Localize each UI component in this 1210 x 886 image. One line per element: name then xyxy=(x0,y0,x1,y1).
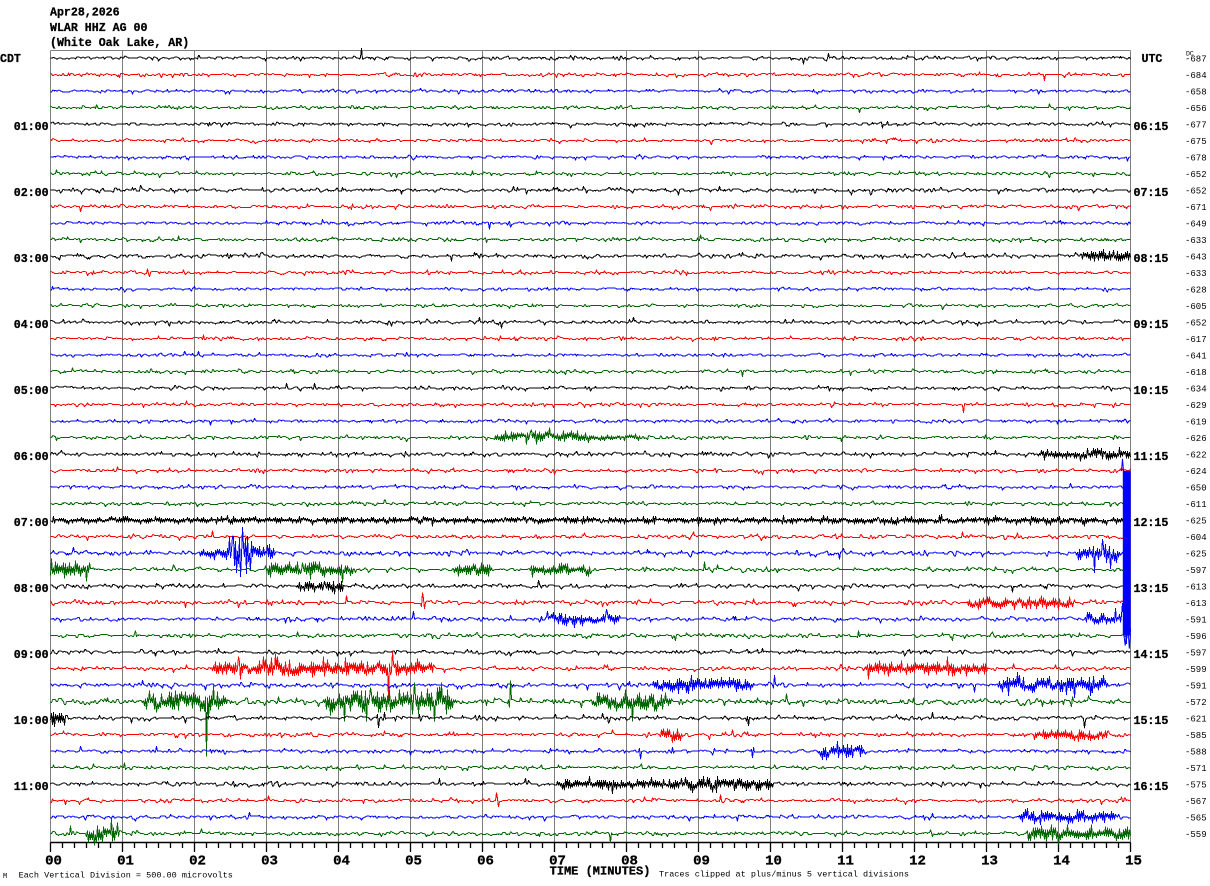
svg-text:-671: -671 xyxy=(1185,203,1207,213)
svg-text:-596: -596 xyxy=(1185,632,1207,642)
svg-text:-617: -617 xyxy=(1185,335,1207,345)
svg-text:05: 05 xyxy=(405,854,422,870)
svg-text:-687: -687 xyxy=(1185,55,1207,65)
svg-text:Each Vertical Division = 500.: Each Vertical Division = 500.00 microvol… xyxy=(19,871,233,881)
svg-text:01:00: 01:00 xyxy=(14,121,49,134)
svg-text:-625: -625 xyxy=(1185,550,1207,560)
svg-text:10:15: 10:15 xyxy=(1134,385,1169,398)
svg-text:-626: -626 xyxy=(1185,434,1207,444)
svg-text:-588: -588 xyxy=(1185,748,1207,758)
svg-text:11:00: 11:00 xyxy=(14,781,49,794)
svg-text:-565: -565 xyxy=(1185,814,1207,824)
svg-text:02: 02 xyxy=(189,854,206,870)
svg-text:WLAR HHZ AG 00: WLAR HHZ AG 00 xyxy=(50,22,147,35)
svg-text:10: 10 xyxy=(765,854,782,870)
svg-text:-684: -684 xyxy=(1185,71,1207,81)
svg-text:-597: -597 xyxy=(1185,566,1207,576)
svg-text:04: 04 xyxy=(333,854,350,870)
svg-text:13: 13 xyxy=(981,854,998,870)
svg-text:15:15: 15:15 xyxy=(1134,715,1169,728)
svg-text:-677: -677 xyxy=(1185,121,1207,131)
svg-text:14:15: 14:15 xyxy=(1134,649,1169,662)
svg-text:04:00: 04:00 xyxy=(14,319,49,332)
svg-text:-572: -572 xyxy=(1185,698,1207,708)
svg-text:14: 14 xyxy=(1053,854,1070,870)
svg-text:-629: -629 xyxy=(1185,401,1207,411)
svg-text:12: 12 xyxy=(909,854,926,870)
svg-text:05:00: 05:00 xyxy=(14,385,49,398)
svg-text:-622: -622 xyxy=(1185,451,1207,461)
svg-text:07:00: 07:00 xyxy=(14,517,49,530)
svg-text:00: 00 xyxy=(45,854,62,870)
svg-text:-633: -633 xyxy=(1185,269,1207,279)
svg-text:-643: -643 xyxy=(1185,253,1207,263)
svg-text:-619: -619 xyxy=(1185,418,1207,428)
svg-text:07: 07 xyxy=(549,854,566,870)
svg-text:-628: -628 xyxy=(1185,286,1207,296)
svg-text:-575: -575 xyxy=(1185,781,1207,791)
svg-text:12:15: 12:15 xyxy=(1134,517,1169,530)
svg-text:-613: -613 xyxy=(1185,583,1207,593)
svg-text:-652: -652 xyxy=(1185,187,1207,197)
svg-text:11: 11 xyxy=(837,854,854,870)
svg-text:01: 01 xyxy=(117,854,134,870)
svg-text:06:00: 06:00 xyxy=(14,451,49,464)
svg-text:M: M xyxy=(3,873,7,881)
svg-text:-675: -675 xyxy=(1185,137,1207,147)
svg-text:-652: -652 xyxy=(1185,319,1207,329)
svg-text:UTC: UTC xyxy=(1142,53,1163,66)
svg-text:-591: -591 xyxy=(1185,616,1207,626)
svg-text:-634: -634 xyxy=(1185,385,1207,395)
svg-text:11:15: 11:15 xyxy=(1134,451,1169,464)
svg-text:08: 08 xyxy=(621,854,638,870)
svg-text:08:00: 08:00 xyxy=(14,583,49,596)
svg-text:08:15: 08:15 xyxy=(1134,253,1169,266)
svg-text:09:00: 09:00 xyxy=(14,649,49,662)
svg-text:-656: -656 xyxy=(1185,104,1207,114)
svg-text:10:00: 10:00 xyxy=(14,715,49,728)
svg-text:-624: -624 xyxy=(1185,467,1207,477)
svg-text:Apr28,2026: Apr28,2026 xyxy=(50,7,120,20)
svg-text:Traces clipped at plus/minus 5: Traces clipped at plus/minus 5 vertical … xyxy=(659,870,909,880)
svg-text:-641: -641 xyxy=(1185,352,1207,362)
svg-text:03: 03 xyxy=(261,854,278,870)
svg-text:-599: -599 xyxy=(1185,665,1207,675)
svg-text:-621: -621 xyxy=(1185,715,1207,725)
svg-text:-567: -567 xyxy=(1185,797,1207,807)
svg-text:DC: DC xyxy=(1186,51,1194,58)
svg-text:(White Oak Lake, AR): (White Oak Lake, AR) xyxy=(50,37,189,50)
svg-text:09: 09 xyxy=(693,854,710,870)
svg-text:06:15: 06:15 xyxy=(1134,121,1169,134)
svg-text:02:00: 02:00 xyxy=(14,187,49,200)
svg-text:-605: -605 xyxy=(1185,302,1207,312)
svg-text:TIME (MINUTES): TIME (MINUTES) xyxy=(550,865,651,879)
svg-text:-559: -559 xyxy=(1185,830,1207,840)
svg-text:07:15: 07:15 xyxy=(1134,187,1169,200)
svg-text:-613: -613 xyxy=(1185,599,1207,609)
svg-text:-591: -591 xyxy=(1185,682,1207,692)
svg-text:CDT: CDT xyxy=(0,53,21,66)
svg-text:-658: -658 xyxy=(1185,88,1207,98)
svg-text:13:15: 13:15 xyxy=(1134,583,1169,596)
svg-text:09:15: 09:15 xyxy=(1134,319,1169,332)
svg-text:06: 06 xyxy=(477,854,494,870)
svg-text:-649: -649 xyxy=(1185,220,1207,230)
svg-text:-652: -652 xyxy=(1185,170,1207,180)
svg-text:16:15: 16:15 xyxy=(1134,781,1169,794)
svg-text:15: 15 xyxy=(1125,854,1142,870)
svg-text:03:00: 03:00 xyxy=(14,253,49,266)
svg-text:-604: -604 xyxy=(1185,533,1207,543)
svg-text:-611: -611 xyxy=(1185,500,1207,510)
svg-text:-633: -633 xyxy=(1185,236,1207,246)
svg-text:-597: -597 xyxy=(1185,649,1207,659)
svg-text:-678: -678 xyxy=(1185,154,1207,164)
svg-text:-618: -618 xyxy=(1185,368,1207,378)
svg-text:-585: -585 xyxy=(1185,731,1207,741)
svg-text:-650: -650 xyxy=(1185,484,1207,494)
svg-text:-625: -625 xyxy=(1185,517,1207,527)
svg-text:-571: -571 xyxy=(1185,764,1207,774)
